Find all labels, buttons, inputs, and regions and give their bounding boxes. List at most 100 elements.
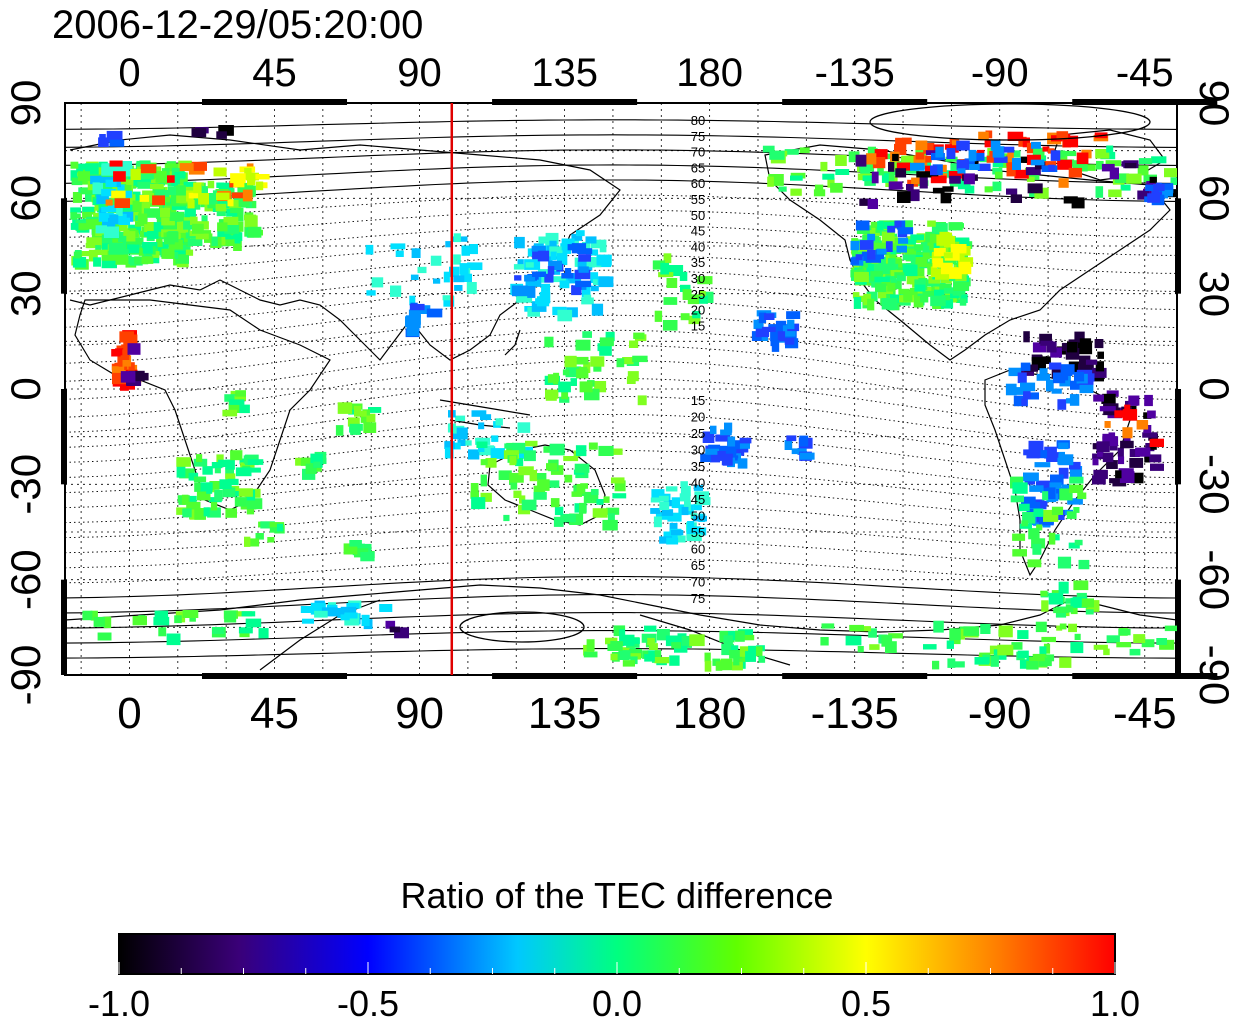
tec-cell [1020, 362, 1031, 371]
tec-cell [663, 531, 678, 541]
tec-cell [527, 286, 536, 298]
tec-cell [910, 276, 919, 285]
tec-cell [229, 399, 245, 405]
tec-cell [1106, 145, 1114, 153]
tec-cell [1074, 633, 1081, 640]
right-lat-label: 60 [1191, 175, 1238, 222]
tec-cell [553, 372, 560, 385]
tec-cell [984, 186, 993, 193]
tec-cell [222, 409, 238, 417]
tec-cell [688, 315, 701, 325]
tec-cell [853, 297, 862, 309]
top-lon-label: -135 [815, 51, 895, 95]
tec-cell [574, 356, 589, 365]
tec-cell [576, 484, 585, 494]
tec-cell [768, 174, 784, 186]
tec-cell [409, 295, 416, 306]
border-bar [782, 673, 928, 679]
tec-cell [390, 285, 402, 297]
tec-cell [558, 381, 571, 393]
tec-cell [183, 220, 195, 230]
tec-cell [574, 269, 591, 280]
tec-cell [1049, 362, 1062, 370]
tec-cell [762, 326, 776, 332]
top-lon-label: -45 [1116, 51, 1174, 95]
tec-cell [680, 313, 690, 321]
tec-cell [897, 191, 911, 203]
tec-cell [949, 638, 961, 645]
tec-cell [181, 494, 189, 505]
tec-cell [444, 441, 455, 449]
tec-cell [1068, 542, 1080, 549]
tec-cell [471, 497, 486, 510]
tec-cell [1122, 409, 1138, 421]
tec-cell [1036, 524, 1043, 531]
tec-cell [426, 308, 443, 318]
tec-cell [549, 240, 557, 250]
tec-cell [949, 175, 961, 184]
coast-antarctica [65, 584, 1177, 633]
tec-cell [969, 164, 980, 170]
tec-cell [669, 522, 678, 533]
tec-cell [191, 161, 207, 171]
tec-cell [1068, 167, 1082, 178]
tec-cell [680, 481, 688, 487]
tec-cell [1114, 173, 1129, 183]
tec-cell [457, 439, 466, 446]
tec-cell [977, 163, 991, 171]
tec-cell [632, 355, 648, 363]
tec-cell [674, 645, 688, 653]
tec-cell [997, 644, 1014, 656]
tec-cell [928, 275, 940, 284]
tec-cell [231, 491, 243, 497]
tec-cell [671, 530, 684, 536]
tec-cell [647, 637, 655, 646]
tec-cell [1070, 642, 1084, 654]
tec-cell [849, 624, 864, 632]
tec-cell [123, 230, 130, 236]
tec-cell [344, 612, 358, 619]
tec-cell [1115, 470, 1122, 479]
tec-cell [571, 233, 583, 241]
right-lat-label: 30 [1191, 270, 1238, 317]
tec-cell [1048, 532, 1056, 545]
tec-cell [193, 182, 202, 194]
tec-cell [1101, 163, 1115, 172]
tec-cell [171, 194, 180, 206]
tec-cell [215, 203, 227, 212]
tec-cell [1063, 150, 1077, 157]
tec-cell [114, 165, 126, 175]
tec-cell [85, 219, 102, 230]
tec-cell [610, 653, 618, 661]
tec-cell [939, 283, 952, 291]
tec-cell [799, 147, 810, 153]
tec-cell [255, 533, 264, 540]
tec-cell [867, 250, 876, 260]
tec-cell [888, 162, 895, 172]
tec-cell [305, 463, 317, 474]
tec-cell [596, 254, 612, 266]
tec-cell [562, 369, 570, 376]
tec-cell [902, 254, 916, 261]
tec-cell [469, 244, 478, 255]
tec-cell [93, 249, 108, 255]
tec-cell [952, 140, 960, 148]
tec-cell [1010, 495, 1024, 503]
tec-cell [906, 184, 914, 191]
tec-cell [174, 615, 182, 624]
tec-cell [553, 516, 564, 527]
tec-cell [85, 163, 99, 175]
tec-cell [1039, 646, 1047, 656]
top-lon-label: 90 [397, 51, 442, 95]
tec-cell [650, 497, 661, 503]
tec-cell [1035, 502, 1047, 510]
contour-line [65, 395, 1177, 449]
tec-cell [658, 495, 669, 502]
tec-cell [111, 190, 126, 198]
tec-cell [471, 410, 487, 417]
tec-cell [209, 481, 220, 490]
tec-cell [894, 272, 905, 278]
tec-cell [1116, 642, 1132, 648]
tec-cell [115, 254, 129, 265]
tec-cell [564, 268, 572, 276]
